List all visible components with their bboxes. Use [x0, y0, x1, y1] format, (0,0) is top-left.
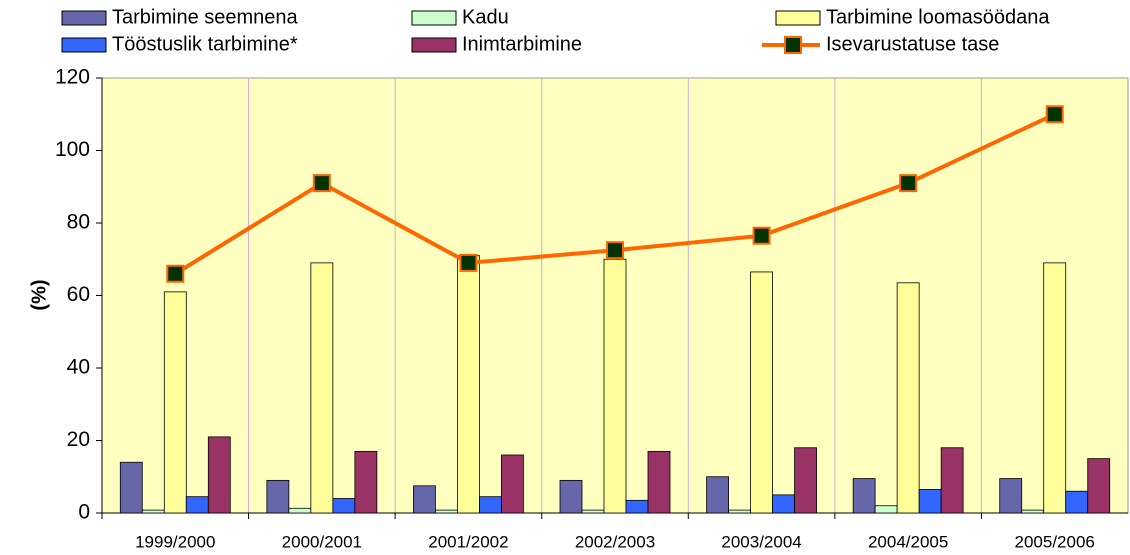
bar [874, 505, 898, 514]
line-marker [1045, 105, 1064, 124]
line-marker [312, 174, 331, 193]
legend-label: Inimtarbimine [462, 33, 582, 55]
bar [457, 255, 480, 514]
x-tick-label: 2001/2002 [428, 532, 508, 551]
bar [119, 461, 143, 514]
y-tick-label: 120 [55, 66, 90, 89]
bar [501, 454, 524, 514]
bar [1087, 458, 1111, 514]
y-tick-label: 40 [67, 356, 90, 379]
bar [750, 271, 773, 514]
bar [288, 507, 312, 514]
bar [647, 450, 671, 514]
bar [852, 478, 876, 514]
line-marker [899, 174, 918, 193]
legend-label: Isevarustatuse tase [826, 33, 999, 55]
bar [141, 509, 165, 514]
bar [772, 494, 795, 514]
bar [706, 476, 729, 514]
y-tick-label: 20 [67, 428, 90, 451]
line-marker [166, 264, 185, 283]
bar [1065, 490, 1089, 514]
bar [918, 489, 942, 514]
bar [896, 282, 920, 514]
bar [332, 498, 356, 514]
bar [603, 258, 627, 514]
bar [266, 479, 290, 514]
x-tick-label: 2005/2006 [1015, 532, 1095, 551]
bar [185, 496, 209, 514]
line-marker [459, 253, 478, 272]
bar [1021, 509, 1045, 514]
x-tick-label: 2000/2001 [282, 532, 362, 551]
bar [794, 447, 817, 514]
bar [413, 485, 436, 514]
legend-swatch [411, 37, 457, 53]
bar [940, 447, 964, 514]
bar [1043, 262, 1067, 514]
bar [999, 478, 1023, 514]
bar [207, 436, 231, 514]
bar [310, 262, 334, 514]
y-axis-label: (%) [28, 279, 50, 310]
x-tick-label: 2003/2004 [721, 532, 801, 551]
bar [163, 291, 187, 514]
x-tick-label: 2002/2003 [575, 532, 655, 551]
y-tick-label: 100 [55, 138, 90, 161]
bar [479, 496, 502, 514]
legend-label: Tarbimine seemnena [112, 6, 299, 28]
legend-swatch [775, 10, 821, 26]
legend-label: Tööstuslik tarbimine* [112, 33, 298, 55]
y-tick-label: 0 [78, 501, 90, 524]
bar [728, 509, 751, 514]
legend-marker [784, 36, 802, 54]
legend-swatch [61, 37, 107, 53]
bar [559, 479, 583, 514]
y-tick-label: 80 [67, 211, 90, 234]
legend-label: Tarbimine loomasöödana [826, 6, 1050, 28]
bar [435, 509, 458, 514]
bar [581, 509, 605, 514]
line-marker [606, 241, 624, 260]
legend-swatch [61, 10, 107, 26]
bar [625, 499, 649, 514]
legend-swatch [411, 10, 457, 26]
y-tick-label: 60 [67, 283, 90, 306]
line-marker [752, 226, 771, 245]
x-tick-label: 2004/2005 [868, 532, 948, 551]
legend-label: Kadu [462, 6, 509, 28]
bar [354, 450, 378, 514]
x-tick-label: 1999/2000 [135, 532, 215, 551]
